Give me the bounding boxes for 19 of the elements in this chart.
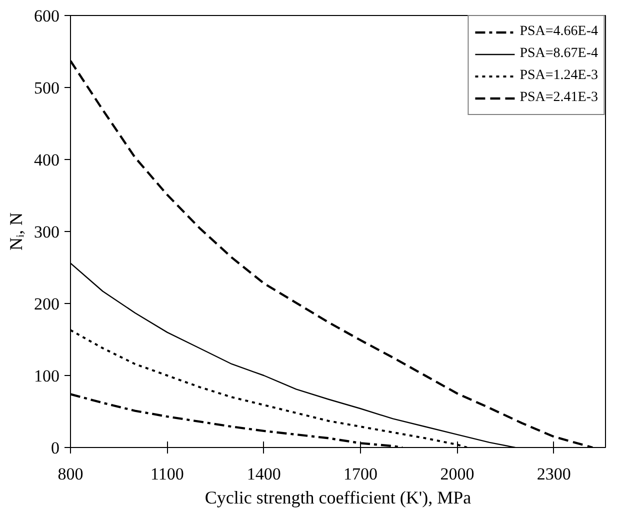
x-axis-title: Cyclic strength coefficient (K'), MPa: [204, 488, 472, 508]
y-axis-title: Nᵢ, N: [6, 212, 26, 250]
y-tick-label: 400: [34, 150, 60, 170]
y-tick-label: 600: [34, 6, 60, 26]
x-tick-label: 1700: [344, 464, 378, 484]
y-tick-label: 200: [34, 294, 60, 314]
legend-label: PSA=2.41E-3: [520, 90, 598, 106]
x-tick-label: 1100: [150, 464, 184, 484]
y-tick-label: 100: [34, 366, 60, 386]
x-tick-label: 2300: [536, 464, 571, 484]
x-tick-label: 800: [58, 464, 84, 484]
y-tick-label: 0: [51, 438, 60, 458]
y-tick-label: 300: [34, 222, 60, 242]
legend-label: PSA=8.67E-4: [520, 46, 598, 62]
legend-label: PSA=1.24E-3: [520, 68, 598, 84]
x-tick-label: 2000: [440, 464, 474, 484]
x-tick-label: 1400: [246, 464, 281, 484]
legend-label: PSA=4.66E-4: [520, 24, 598, 40]
y-tick-label: 500: [34, 78, 60, 98]
